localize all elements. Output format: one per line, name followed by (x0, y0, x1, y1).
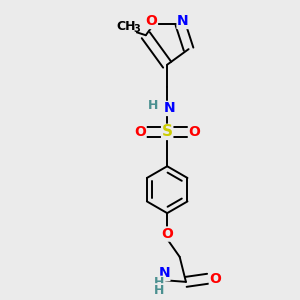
Text: H: H (154, 276, 164, 289)
Text: 3: 3 (133, 24, 140, 34)
Text: O: O (209, 272, 221, 286)
Text: O: O (188, 125, 200, 139)
Text: H: H (154, 284, 164, 297)
Text: S: S (162, 124, 173, 140)
Text: O: O (134, 125, 146, 139)
Text: N: N (177, 14, 189, 28)
Text: N: N (158, 266, 170, 280)
Text: CH: CH (116, 20, 135, 33)
Text: N: N (164, 101, 176, 116)
Text: H: H (148, 99, 158, 112)
Text: O: O (146, 14, 158, 28)
Text: O: O (161, 227, 173, 241)
